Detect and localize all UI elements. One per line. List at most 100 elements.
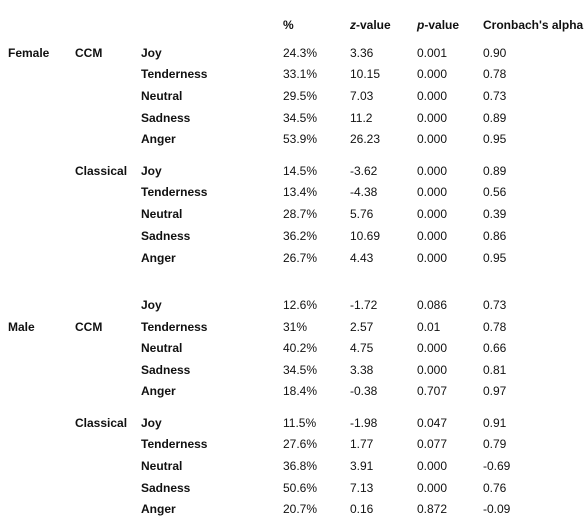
header-text: % <box>283 18 294 32</box>
value-cell: 1.77 <box>350 437 373 451</box>
value-cell: 27.6% <box>283 437 317 451</box>
text: 33.1% <box>283 67 318 81</box>
value-cell: 20.7% <box>283 502 317 516</box>
value-cell: 28.7% <box>283 207 317 221</box>
text: 12.6% <box>283 298 318 312</box>
text: 5.76 <box>350 207 374 221</box>
value-cell: 4.43 <box>350 251 373 265</box>
text: 13.4% <box>283 185 318 199</box>
value-cell: 0.000 <box>417 481 447 495</box>
value-cell: 36.2% <box>283 229 317 243</box>
text: 0.86 <box>483 229 507 243</box>
value-cell: 0.000 <box>417 111 447 125</box>
text: 0.047 <box>417 416 448 430</box>
value-cell: 34.5% <box>283 363 317 377</box>
text: Classical <box>75 416 128 430</box>
text: Sadness <box>141 363 191 377</box>
value-cell: 4.75 <box>350 341 373 355</box>
text: Male <box>8 320 35 334</box>
text: Sadness <box>141 111 191 125</box>
value-cell: 53.9% <box>283 132 317 146</box>
value-cell: 3.38 <box>350 363 373 377</box>
text: 18.4% <box>283 384 318 398</box>
value-cell: 26.7% <box>283 251 317 265</box>
text: 0.000 <box>417 67 448 81</box>
text: 0.000 <box>417 89 448 103</box>
text: 0.086 <box>417 298 448 312</box>
text: 29.5% <box>283 89 318 103</box>
value-cell: 0.000 <box>417 67 447 81</box>
genre-label: Classical <box>75 416 127 430</box>
value-cell: 0.000 <box>417 363 447 377</box>
value-cell: 0.000 <box>417 459 447 473</box>
text: 0.000 <box>417 363 448 377</box>
header-text: -value <box>424 18 460 32</box>
text: -0.69 <box>483 459 511 473</box>
value-cell: 0.89 <box>483 111 506 125</box>
text: 0.077 <box>417 437 448 451</box>
value-cell: 0.95 <box>483 251 506 265</box>
text: 50.6% <box>283 481 318 495</box>
text: 0.73 <box>483 298 507 312</box>
text: Tenderness <box>141 437 208 451</box>
text: 0.56 <box>483 185 507 199</box>
value-cell: 0.79 <box>483 437 506 451</box>
value-cell: 11.2 <box>350 111 372 125</box>
value-cell: 26.23 <box>350 132 380 146</box>
value-cell: 0.047 <box>417 416 447 430</box>
text: 0.78 <box>483 320 507 334</box>
value-cell: -1.98 <box>350 416 377 430</box>
emotion-label: Anger <box>141 502 176 516</box>
value-cell: 0.97 <box>483 384 506 398</box>
value-cell: 12.6% <box>283 298 317 312</box>
value-cell: 0.91 <box>483 416 506 430</box>
value-cell: 0.76 <box>483 481 506 495</box>
text: -0.38 <box>350 384 378 398</box>
text: 11.5% <box>283 416 317 430</box>
emotion-label: Neutral <box>141 207 182 221</box>
text: 0.000 <box>417 341 448 355</box>
header-cell: % <box>283 18 294 32</box>
text: 0.78 <box>483 67 507 81</box>
text: 0.000 <box>417 481 448 495</box>
text: Anger <box>141 384 176 398</box>
emotion-label: Joy <box>141 164 162 178</box>
emotion-label: Sadness <box>141 229 190 243</box>
emotion-label: Neutral <box>141 459 182 473</box>
text: 28.7% <box>283 207 318 221</box>
text: Joy <box>141 46 162 60</box>
emotion-label: Joy <box>141 298 162 312</box>
text: 0.91 <box>483 416 507 430</box>
text: 0.000 <box>417 459 448 473</box>
text: CCM <box>75 320 103 334</box>
text: 0.95 <box>483 132 507 146</box>
text: 53.9% <box>283 132 318 146</box>
genre-label: CCM <box>75 46 102 60</box>
value-cell: 0.66 <box>483 341 506 355</box>
text: 0.000 <box>417 251 448 265</box>
value-cell: 0.89 <box>483 164 506 178</box>
text: 4.75 <box>350 341 374 355</box>
text: 0.707 <box>417 384 448 398</box>
emotion-label: Tenderness <box>141 437 207 451</box>
value-cell: -0.69 <box>483 459 510 473</box>
value-cell: 0.000 <box>417 341 447 355</box>
text: Anger <box>141 251 176 265</box>
text: 0.79 <box>483 437 507 451</box>
value-cell: 10.15 <box>350 67 380 81</box>
value-cell: 0.000 <box>417 164 447 178</box>
value-cell: 0.73 <box>483 298 506 312</box>
emotion-label: Anger <box>141 384 176 398</box>
text: 11.2 <box>350 111 373 125</box>
value-cell: 0.086 <box>417 298 447 312</box>
text: 3.91 <box>350 459 374 473</box>
text: Joy <box>141 298 162 312</box>
text: 26.7% <box>283 251 318 265</box>
text: 0.73 <box>483 89 507 103</box>
text: 10.15 <box>350 67 381 81</box>
value-cell: -3.62 <box>350 164 377 178</box>
value-cell: 10.69 <box>350 229 380 243</box>
value-cell: 7.03 <box>350 89 373 103</box>
text: -0.09 <box>483 502 511 516</box>
text: 0.81 <box>483 363 507 377</box>
